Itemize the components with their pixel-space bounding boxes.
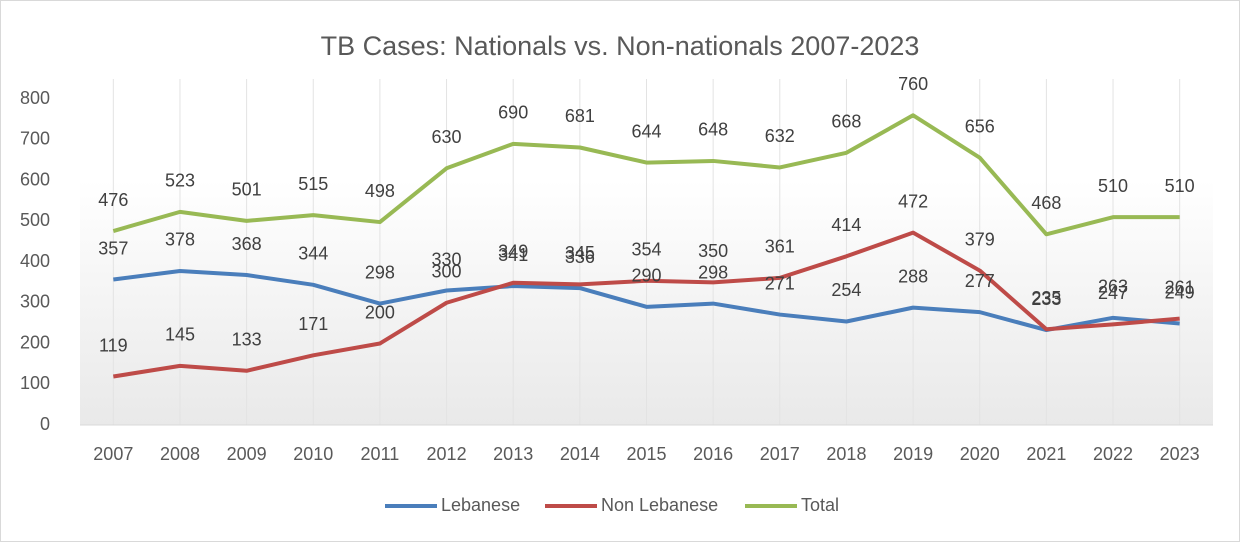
data-label: 681 (565, 106, 595, 126)
y-tick-label: 300 (20, 292, 50, 312)
data-label: 330 (432, 249, 462, 269)
data-label: 472 (898, 191, 928, 211)
data-label: 515 (298, 174, 328, 194)
data-label: 378 (165, 230, 195, 250)
data-label: 233 (1031, 289, 1061, 309)
x-tick-label: 2017 (760, 444, 800, 464)
x-tick-label: 2023 (1160, 444, 1200, 464)
data-label: 247 (1098, 283, 1128, 303)
y-tick-label: 100 (20, 373, 50, 393)
y-tick-label: 0 (40, 414, 50, 434)
data-label: 476 (98, 190, 128, 210)
data-label: 344 (298, 244, 328, 264)
series-line (112, 113, 1180, 237)
y-tick-label: 700 (20, 129, 50, 149)
y-tick-label: 500 (20, 210, 50, 230)
x-tick-label: 2010 (293, 444, 333, 464)
data-label: 249 (1165, 282, 1195, 302)
data-label: 200 (365, 302, 395, 322)
data-label: 119 (99, 335, 128, 355)
x-tick-label: 2007 (93, 444, 133, 464)
y-tick-label: 400 (20, 251, 50, 271)
y-tick-label: 800 (20, 88, 50, 108)
data-label: 630 (432, 127, 462, 147)
data-label: 357 (98, 238, 128, 258)
data-label: 261 (1165, 277, 1195, 297)
legend-label: Total (801, 495, 839, 515)
data-label: 361 (765, 237, 795, 257)
y-tick-label: 200 (20, 332, 50, 352)
x-tick-label: 2022 (1093, 444, 1133, 464)
x-tick-label: 2008 (160, 444, 200, 464)
x-tick-label: 2015 (626, 444, 666, 464)
data-label: 468 (1031, 193, 1061, 213)
x-tick-label: 2011 (361, 444, 400, 464)
data-label: 656 (965, 116, 995, 136)
data-label: 510 (1165, 176, 1195, 196)
data-label: 648 (698, 120, 728, 140)
data-label: 350 (698, 241, 728, 261)
data-label: 345 (565, 243, 595, 263)
x-tick-label: 2019 (893, 444, 933, 464)
legend-label: Non Lebanese (601, 495, 718, 515)
x-tick-label: 2018 (826, 444, 866, 464)
data-label: 235 (1031, 288, 1061, 308)
data-label: 414 (831, 215, 861, 235)
data-label: 354 (631, 239, 661, 259)
x-tick-label: 2009 (227, 444, 267, 464)
x-tick-label: 2013 (493, 444, 533, 464)
data-label: 341 (498, 245, 528, 265)
data-label: 510 (1098, 176, 1128, 196)
data-label: 300 (432, 262, 462, 282)
data-label: 133 (232, 330, 262, 350)
data-label: 632 (765, 126, 795, 146)
data-label: 349 (498, 242, 528, 262)
data-label: 263 (1098, 277, 1128, 297)
x-tick-label: 2012 (427, 444, 467, 464)
data-label: 288 (898, 266, 928, 286)
data-label: 498 (365, 181, 395, 201)
data-label: 644 (631, 121, 661, 141)
series-line (113, 268, 1180, 333)
data-label: 277 (965, 271, 995, 291)
data-label: 271 (765, 273, 795, 293)
data-label: 523 (165, 171, 195, 191)
data-label: 298 (698, 262, 728, 282)
data-label: 254 (831, 280, 861, 300)
data-label: 368 (232, 234, 262, 254)
data-label: 760 (898, 74, 928, 94)
chart-title: TB Cases: Nationals vs. Non-nationals 20… (321, 31, 920, 61)
data-label: 668 (831, 112, 861, 132)
legend-label: Lebanese (441, 495, 520, 515)
data-label: 379 (965, 229, 995, 249)
series-line (113, 230, 1180, 379)
x-tick-label: 2016 (693, 444, 733, 464)
data-label: 336 (565, 247, 595, 267)
y-tick-label: 600 (20, 169, 50, 189)
data-label: 171 (298, 314, 328, 334)
data-label: 298 (365, 262, 395, 282)
x-tick-label: 2014 (560, 444, 600, 464)
x-tick-label: 2021 (1026, 444, 1066, 464)
x-tick-label: 2020 (960, 444, 1000, 464)
data-label: 690 (498, 103, 528, 123)
data-label: 145 (165, 325, 195, 345)
data-label: 290 (631, 266, 661, 286)
data-label: 501 (232, 180, 262, 200)
